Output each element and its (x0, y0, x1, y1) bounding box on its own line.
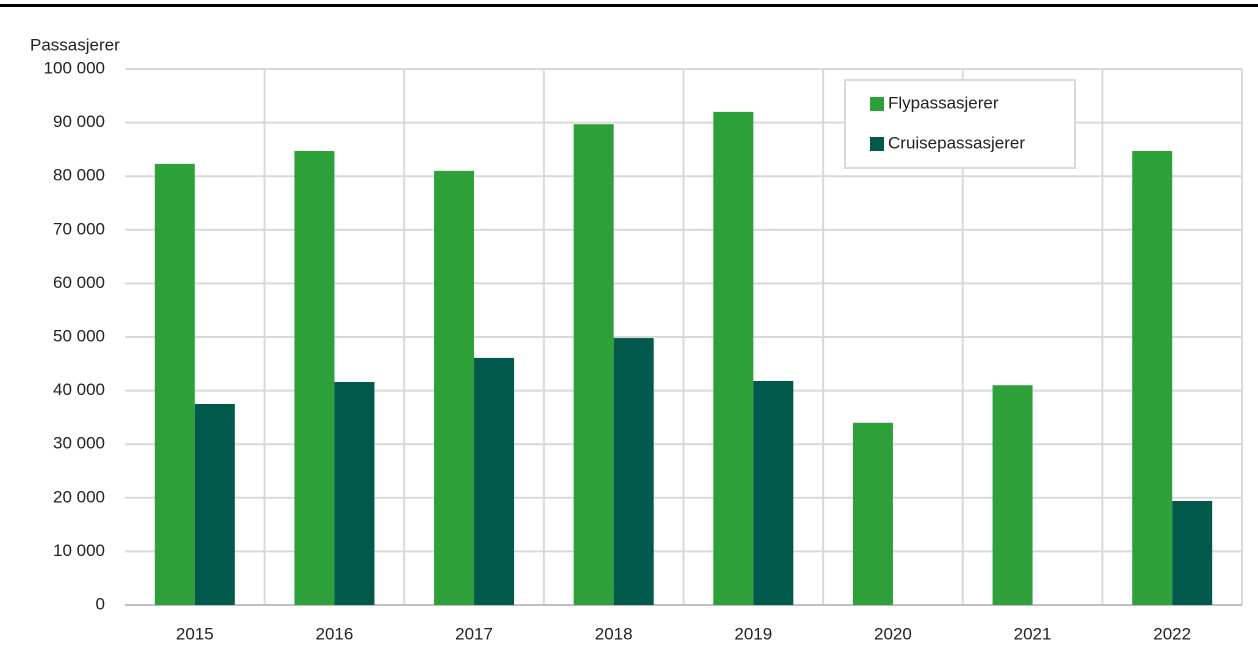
bar (434, 170, 475, 605)
y-tick-label: 20 000 (53, 487, 105, 506)
x-tick-label: 2022 (1153, 624, 1191, 643)
y-tick-label: 70 000 (53, 219, 105, 238)
bar (154, 163, 195, 605)
legend-box (844, 79, 1076, 169)
y-tick-label: 50 000 (53, 326, 105, 345)
y-tick-label: 40 000 (53, 380, 105, 399)
x-tick-label: 2015 (176, 624, 214, 643)
y-tick-label: 0 (96, 594, 105, 613)
x-tick-label: 2018 (595, 624, 633, 643)
bar (753, 380, 794, 605)
legend-label: Flypassasjerer (888, 93, 999, 112)
x-tick-label: 2017 (455, 624, 493, 643)
bar (1172, 501, 1213, 605)
bar (474, 357, 515, 605)
bar (194, 404, 235, 605)
bar (852, 422, 893, 605)
y-tick-label: 30 000 (53, 434, 105, 453)
bar (613, 338, 654, 605)
y-tick-label: 60 000 (53, 273, 105, 292)
y-tick-label: 80 000 (53, 166, 105, 185)
y-tick-label: 10 000 (53, 541, 105, 560)
x-tick-label: 2021 (1014, 624, 1052, 643)
x-tick-label: 2016 (316, 624, 354, 643)
bar (1132, 151, 1173, 605)
legend-swatch (870, 137, 884, 151)
y-tick-label: 90 000 (53, 112, 105, 131)
x-tick-label: 2019 (734, 624, 772, 643)
bar (334, 382, 375, 605)
legend-label: Cruisepassasjerer (888, 133, 1025, 152)
bar (713, 111, 754, 605)
top-rule (0, 4, 1258, 7)
bar (294, 151, 335, 605)
bar (992, 385, 1033, 605)
bar (573, 124, 614, 605)
y-axis-label: Passasjerer (30, 35, 120, 54)
y-tick-label: 100 000 (44, 58, 105, 77)
x-tick-label: 2020 (874, 624, 912, 643)
legend-swatch (870, 97, 884, 111)
